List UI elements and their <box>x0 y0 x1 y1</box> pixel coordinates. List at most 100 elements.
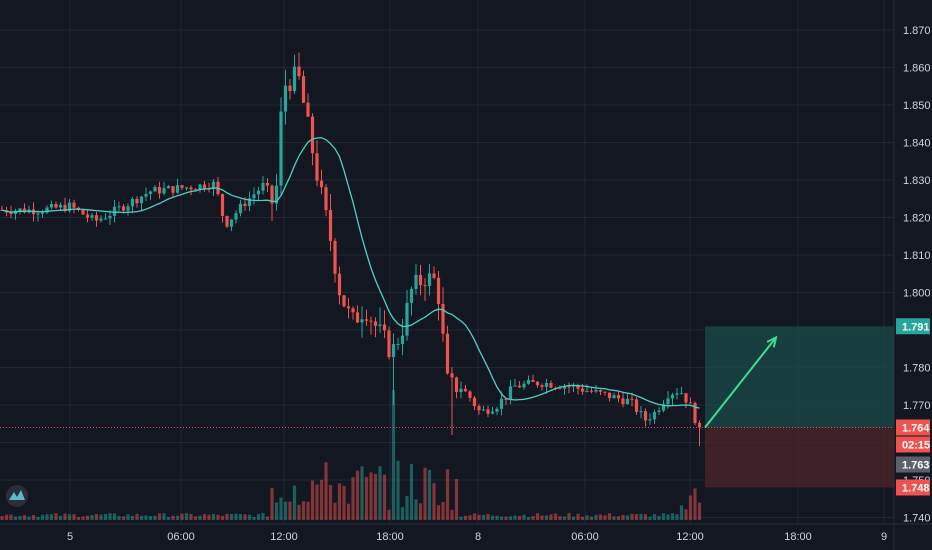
volume-bar <box>310 480 315 520</box>
volume-bar <box>517 515 522 520</box>
volume-bar <box>36 516 40 520</box>
current-price-label: 1.764 <box>896 419 930 436</box>
x-tick-label: 18:00 <box>784 531 812 543</box>
candle-body <box>297 66 301 77</box>
volume-bar <box>243 514 247 520</box>
last-price-label-bg <box>896 456 930 473</box>
time-axis[interactable]: 5 06:00 12:00 18:00 8 06:00 12:00 18:00 9 <box>67 531 887 543</box>
volume-bar <box>193 516 198 520</box>
volume-bar <box>612 516 616 520</box>
volume-bar <box>355 470 360 520</box>
volume-bar <box>616 516 621 520</box>
y-tick-label: 1.800 <box>903 288 931 300</box>
logo-circle <box>6 485 28 507</box>
candle-body <box>117 206 121 208</box>
volume-bar <box>427 469 432 520</box>
candle-body <box>625 398 630 405</box>
y-tick-label: 1.850 <box>903 100 931 112</box>
volume-bar <box>648 516 652 520</box>
volume-bar <box>477 514 481 520</box>
volume-bar <box>288 501 292 520</box>
volume-bar <box>639 513 643 520</box>
candle-body <box>616 395 621 399</box>
volume-bar <box>0 516 4 520</box>
volume-bar <box>675 514 679 520</box>
candle-body <box>630 398 634 400</box>
volume-bar <box>630 513 634 520</box>
candles <box>0 52 702 447</box>
candle-body <box>301 76 306 103</box>
volume-bar <box>13 516 18 520</box>
volume-bar <box>108 513 112 520</box>
volume-bar <box>202 514 207 520</box>
volume-bar <box>625 515 630 520</box>
candle-body <box>225 216 229 227</box>
candle-body <box>423 285 427 287</box>
candle-body <box>256 190 261 195</box>
volume-bar <box>360 466 364 520</box>
candle-body <box>684 393 688 403</box>
volume-bar <box>607 513 612 520</box>
candle-body <box>99 218 103 221</box>
volume-bar <box>684 509 688 520</box>
volume-bar <box>270 487 274 520</box>
candle-body <box>247 198 252 207</box>
candle-body <box>670 394 675 399</box>
volume-bar <box>27 516 31 520</box>
candle-body <box>472 397 477 407</box>
candle-body <box>441 303 445 334</box>
candle-body <box>594 390 598 392</box>
tradingview-logo-icon[interactable] <box>6 485 28 507</box>
volume-bar <box>234 513 238 520</box>
candle-body <box>135 198 139 204</box>
volume-bar <box>679 505 684 520</box>
stop-zone[interactable] <box>705 427 894 488</box>
y-tick-label: 1.810 <box>903 250 931 262</box>
candle-body <box>328 210 333 241</box>
candle-body <box>576 385 580 389</box>
stop-price-label: 1.748 <box>896 479 930 496</box>
candle-body <box>292 66 297 92</box>
volume-bar <box>229 513 234 520</box>
candle-body <box>18 208 22 211</box>
volume-bar <box>63 513 67 520</box>
candle-body <box>157 186 162 194</box>
candle-body <box>171 186 175 193</box>
candle-body <box>382 324 387 331</box>
candle-body <box>450 373 454 378</box>
stop-price-label-text: 1.748 <box>902 483 930 495</box>
candle-body <box>355 312 360 323</box>
candle-body <box>22 208 27 213</box>
candle-body <box>508 386 513 399</box>
target-zone[interactable] <box>705 326 894 428</box>
volume-bar <box>540 515 544 520</box>
target-price-label-text: 1.791 <box>902 321 930 333</box>
candle-body <box>283 85 288 112</box>
candle-body <box>54 204 58 208</box>
volume-bar <box>450 509 454 520</box>
candle-body <box>612 395 616 399</box>
volume-bar <box>643 514 648 520</box>
projection-arrow[interactable] <box>704 336 777 429</box>
candle-body <box>211 181 216 190</box>
y-tick-label: 1.740 <box>903 513 931 525</box>
x-tick-label: 06:00 <box>571 531 599 543</box>
volume-bar <box>495 515 499 520</box>
volume-bar <box>58 515 63 520</box>
volume-bar <box>171 515 175 520</box>
volume-bar <box>432 483 436 520</box>
candle-body <box>486 409 490 414</box>
volume-bar <box>697 502 702 520</box>
candle-body <box>243 203 247 207</box>
volume-bar <box>382 474 387 520</box>
candle-body <box>661 404 666 411</box>
volume-bar <box>346 503 351 520</box>
candle-body <box>364 319 369 321</box>
volume-bar <box>297 504 301 520</box>
candle-body <box>166 186 171 189</box>
candle-body <box>436 277 441 304</box>
y-tick-label: 1.860 <box>903 63 931 75</box>
candle-body <box>405 302 409 336</box>
volume-bar <box>31 515 36 520</box>
